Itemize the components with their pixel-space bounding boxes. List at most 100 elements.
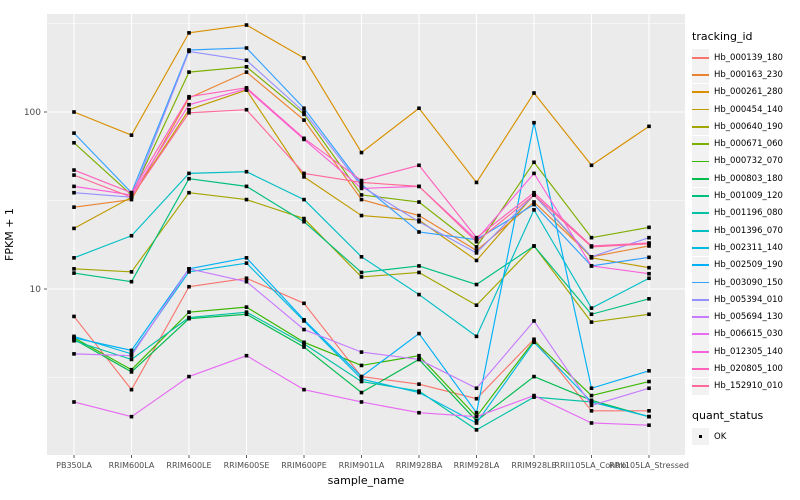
legend-item-label: Hb_000139_180 bbox=[714, 52, 783, 63]
data-point bbox=[417, 390, 421, 395]
data-point bbox=[359, 390, 364, 395]
tracking-id-legend-items: Hb_000139_180 Hb_000163_230 Hb_000261_280 H… bbox=[692, 49, 800, 395]
data-point bbox=[302, 301, 306, 306]
legend-key-line-swatch bbox=[692, 229, 709, 232]
data-point bbox=[647, 255, 651, 260]
x-axis-tick-label: RRIM928LE bbox=[511, 461, 556, 470]
data-point bbox=[244, 107, 249, 112]
legend-item-label: Hb_000671_060 bbox=[714, 139, 783, 150]
legend-item-Hb_000640_190: Hb_000640_190 bbox=[692, 118, 800, 136]
data-point bbox=[474, 248, 479, 253]
data-point bbox=[589, 409, 594, 413]
y-axis-tick-label: 100 bbox=[24, 108, 41, 118]
data-point bbox=[72, 184, 76, 189]
data-point bbox=[302, 112, 306, 117]
legend-item-Hb_003090_150: Hb_003090_150 bbox=[692, 274, 800, 291]
legend-item-Hb_020805_100: Hb_020805_100 bbox=[692, 360, 800, 378]
data-point bbox=[532, 193, 536, 197]
legend-key-line-swatch bbox=[692, 281, 709, 284]
legend-item-Hb_000732_070: Hb_000732_070 bbox=[692, 152, 800, 170]
data-point bbox=[72, 271, 76, 275]
data-point bbox=[359, 182, 364, 187]
legend-key-line-swatch bbox=[692, 56, 709, 59]
legend-item-Hb_001009_120: Hb_001009_120 bbox=[692, 187, 800, 205]
legend-item-Hb_001396_070: Hb_001396_070 bbox=[692, 222, 800, 240]
legend-item-label: Hb_000640_190 bbox=[714, 121, 783, 132]
data-point bbox=[417, 184, 421, 189]
data-point bbox=[647, 423, 651, 428]
data-point bbox=[302, 387, 306, 392]
data-point bbox=[72, 226, 76, 231]
data-point bbox=[359, 275, 364, 279]
data-point bbox=[72, 267, 76, 271]
legend-key-line-swatch bbox=[692, 247, 709, 249]
data-point bbox=[129, 270, 134, 274]
data-point bbox=[72, 314, 76, 319]
data-point bbox=[187, 94, 191, 99]
data-point bbox=[302, 327, 306, 332]
legend-item-label: Hb_005394_010 bbox=[714, 294, 783, 305]
data-point bbox=[474, 282, 479, 287]
legend-key-box bbox=[692, 239, 709, 257]
data-point bbox=[474, 303, 479, 307]
data-point bbox=[129, 233, 134, 238]
legend-item-label: OK bbox=[714, 431, 727, 442]
data-point bbox=[187, 107, 191, 112]
data-point bbox=[589, 400, 594, 404]
data-point bbox=[589, 403, 594, 408]
data-point bbox=[532, 393, 536, 398]
data-point bbox=[474, 414, 479, 419]
data-point bbox=[129, 190, 134, 195]
data-point bbox=[244, 23, 249, 27]
legend-item-Hb_000671_060: Hb_000671_060 bbox=[692, 135, 800, 153]
legend-key-box bbox=[692, 274, 709, 291]
legend-item-label: Hb_000261_280 bbox=[714, 87, 783, 98]
legend-key-box bbox=[692, 118, 709, 136]
legend-panel: tracking_id Hb_000139_180 Hb_000163_230 Hb… bbox=[692, 30, 800, 446]
legend-key-box bbox=[692, 256, 709, 274]
data-point bbox=[359, 178, 364, 183]
legend-key-box bbox=[692, 360, 709, 378]
legend-key-box bbox=[692, 308, 709, 326]
data-point bbox=[532, 91, 536, 95]
data-point bbox=[474, 245, 479, 249]
data-point bbox=[589, 264, 594, 268]
data-point bbox=[417, 163, 421, 168]
data-point bbox=[302, 136, 306, 141]
data-point bbox=[647, 312, 651, 317]
legend-key-line-swatch bbox=[692, 74, 709, 76]
legend-item-label: Hb_006615_030 bbox=[714, 329, 783, 340]
legend-key-box bbox=[692, 377, 709, 395]
data-point bbox=[532, 190, 536, 195]
data-point bbox=[129, 367, 134, 372]
data-point bbox=[129, 357, 134, 362]
data-point bbox=[647, 414, 651, 419]
data-point bbox=[474, 421, 479, 425]
data-point bbox=[187, 31, 191, 35]
legend-item-label: Hb_020805_100 bbox=[714, 363, 783, 374]
x-axis-tick-label: RRIM928LA bbox=[454, 461, 500, 470]
data-point bbox=[589, 255, 594, 259]
legend-item-Hb_000163_230: Hb_000163_230 bbox=[692, 66, 800, 84]
data-point bbox=[72, 205, 76, 209]
data-point bbox=[244, 256, 249, 260]
data-point bbox=[244, 65, 249, 69]
data-point bbox=[72, 131, 76, 135]
data-point bbox=[72, 400, 76, 404]
data-point bbox=[359, 379, 364, 384]
x-axis-tick-label: RRII105LA_Stressed bbox=[609, 461, 689, 470]
data-point bbox=[359, 363, 364, 368]
data-point bbox=[129, 195, 134, 200]
legend-key-box bbox=[692, 291, 709, 309]
legend-item-quant-OK: OK bbox=[692, 428, 800, 446]
data-point bbox=[302, 345, 306, 349]
data-point bbox=[474, 410, 479, 415]
data-point bbox=[589, 163, 594, 168]
legend-item-Hb_001196_080: Hb_001196_080 bbox=[692, 204, 800, 222]
data-point bbox=[244, 169, 249, 174]
legend-key-box bbox=[692, 83, 709, 101]
data-point bbox=[417, 270, 421, 275]
data-point bbox=[129, 133, 134, 137]
legend-item-label: Hb_001196_080 bbox=[714, 208, 783, 219]
